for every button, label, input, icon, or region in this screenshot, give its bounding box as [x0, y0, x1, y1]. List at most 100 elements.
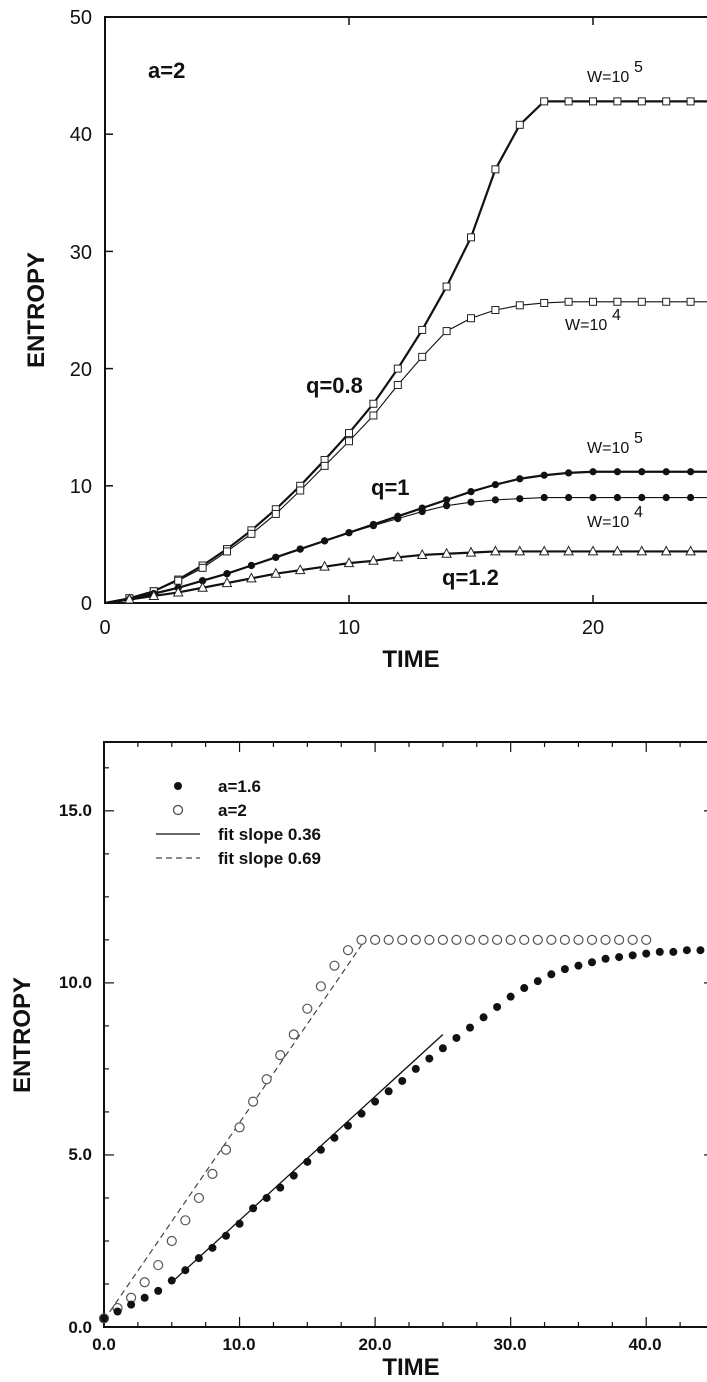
data-point-a1.6 [194, 1254, 203, 1263]
top-data-point [343, 557, 355, 568]
top-data-point [612, 545, 623, 556]
top-data-point [442, 327, 451, 336]
data-point-a2 [464, 934, 476, 945]
top-data-point [296, 545, 304, 553]
w-label-exponent: 5 [634, 59, 643, 76]
top-data-point [392, 551, 404, 562]
top-data-point [345, 437, 353, 446]
data-point-a2 [166, 1235, 177, 1247]
data-point-a1.6 [289, 1171, 298, 1180]
data-point-a2 [329, 960, 340, 971]
data-point-a1.6 [303, 1157, 312, 1166]
data-point-a1.6 [357, 1109, 366, 1118]
data-point-a2 [532, 934, 543, 945]
data-point-a2 [193, 1192, 204, 1204]
top-data-point [637, 97, 646, 106]
top-data-point [660, 545, 672, 556]
top-data-point [538, 545, 550, 556]
data-point-a2 [451, 934, 462, 945]
top-data-point [394, 515, 402, 523]
data-point-a2 [153, 1259, 164, 1271]
top-data-point [221, 577, 233, 588]
data-point-a1.6 [682, 946, 691, 955]
legend-label: fit slope 0.36 [218, 825, 321, 844]
top-data-point [271, 509, 280, 518]
top-data-point [270, 567, 282, 578]
top-data-point [638, 493, 646, 502]
data-point-a2 [220, 1144, 232, 1155]
top-data-point [565, 469, 573, 477]
bottom-chart: 0.0 5.0 10.0 15.0 0.0 10.0 20.0 30.0 40.… [9, 741, 707, 1381]
data-point-a1.6 [276, 1183, 285, 1192]
w-label-exponent: 4 [634, 504, 643, 521]
top-ytick-label: 50 [70, 7, 92, 29]
top-data-point [247, 529, 256, 538]
top-data-point [199, 577, 207, 585]
bottom-ytick-label: 5.0 [68, 1145, 92, 1164]
data-point-a1.6 [466, 1023, 474, 1032]
top-data-point [516, 475, 524, 483]
top-data-point [198, 563, 207, 572]
data-point-a1.6 [574, 961, 583, 970]
top-data-point [467, 498, 475, 506]
top-ytick-label: 40 [70, 124, 92, 146]
top-data-point [393, 364, 402, 373]
top-data-point [516, 495, 524, 503]
top-data-point [247, 561, 255, 570]
w-label-prefix: W=10 [565, 317, 607, 334]
bottom-xtick-label: 40.0 [628, 1335, 661, 1354]
w-label-exponent: 5 [634, 430, 643, 447]
top-xtick-label: 0 [99, 617, 110, 639]
top-plot-frame [104, 16, 707, 604]
top-data-point [369, 399, 378, 408]
top-data-point [197, 581, 208, 592]
data-point-a1.6 [533, 977, 542, 986]
data-point-a1.6 [262, 1193, 271, 1202]
top-data-point [124, 593, 135, 604]
data-point-a2 [342, 945, 354, 956]
top-data-point [589, 97, 597, 106]
data-point-a2 [261, 1074, 272, 1085]
top-data-point [662, 493, 670, 502]
top-data-point [490, 545, 501, 556]
data-point-a2 [139, 1277, 150, 1288]
top-data-point [563, 545, 574, 556]
top-data-point [467, 233, 475, 242]
top-data-point [687, 493, 695, 502]
data-point-a1.6 [669, 947, 678, 956]
data-point-a2 [573, 934, 584, 945]
data-point-a1.6 [208, 1243, 217, 1252]
q-0.8-label: q=0.8 [306, 373, 363, 398]
top-data-point [686, 297, 695, 306]
top-data-point [540, 471, 548, 479]
top-data-point [369, 522, 377, 530]
bottom-xtick-label: 0.0 [92, 1335, 116, 1354]
bottom-xtick-label: 30.0 [493, 1335, 526, 1354]
data-point-a1.6 [615, 953, 624, 962]
data-point-a1.6 [601, 954, 610, 963]
top-data-point [443, 502, 451, 510]
top-data-point [662, 97, 671, 106]
legend-marker-filled-circle [174, 782, 182, 790]
top-data-point [223, 547, 231, 556]
top-data-point [540, 97, 549, 106]
top-ticks [104, 16, 594, 604]
data-point-a1.6 [113, 1307, 122, 1316]
top-xtick-label: 20 [582, 617, 604, 639]
top-data-point [564, 97, 573, 106]
data-point-a2 [505, 934, 516, 945]
data-point-a2 [492, 934, 503, 945]
top-data-point [491, 306, 500, 314]
data-point-a2 [180, 1215, 191, 1226]
data-point-a1.6 [344, 1121, 352, 1130]
data-point-a2 [207, 1168, 218, 1179]
w-1e4-label-top: W=10 4 [565, 307, 621, 334]
top-data-point [686, 97, 695, 106]
data-point-a2 [275, 1050, 286, 1061]
data-point-a1.6 [398, 1076, 407, 1085]
top-data-point [296, 486, 305, 495]
top-data-point [321, 537, 329, 545]
legend-label: a=1.6 [218, 777, 261, 796]
data-point-a2 [370, 934, 381, 945]
top-xtick-label: 10 [338, 617, 360, 639]
